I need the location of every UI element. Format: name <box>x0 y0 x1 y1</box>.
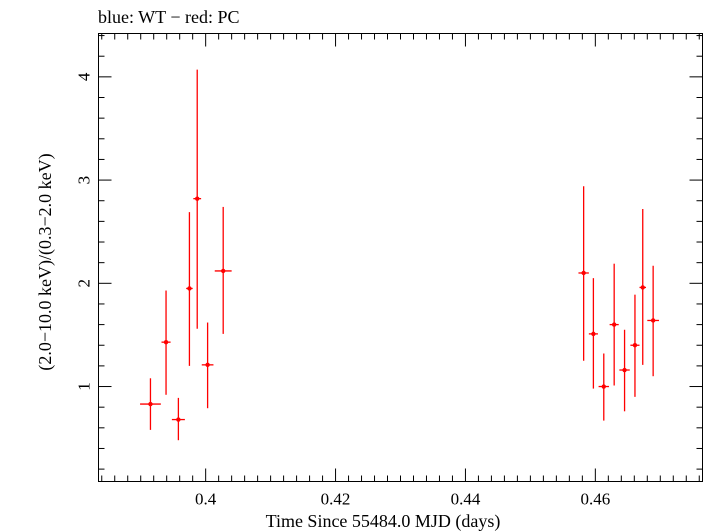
data-point <box>201 322 214 409</box>
data-point <box>193 69 202 329</box>
x-axis-label: Time Since 55484.0 MJD (days) <box>266 511 501 532</box>
y-tick-label: 1 <box>75 382 94 391</box>
y-tick-label: 2 <box>75 279 94 288</box>
data-point <box>588 278 598 389</box>
point-marker <box>650 318 656 323</box>
y-tick-label: 3 <box>75 176 94 185</box>
axis-ticks <box>98 33 703 482</box>
y-tick-label: 4 <box>75 72 94 81</box>
point-marker <box>163 339 169 345</box>
data-point <box>647 265 659 377</box>
data-points <box>140 69 659 441</box>
y-axis-label: (2.0−10.0 keV)/(0.3−2.0 keV) <box>35 153 56 370</box>
axis-tick-labels: 0.4 0.42 0.44 0.46 1 2 3 4 <box>75 72 611 508</box>
data-point <box>578 186 589 361</box>
data-point <box>161 290 171 395</box>
x-tick-label: 0.46 <box>580 490 610 509</box>
data-point <box>619 329 630 412</box>
point-marker <box>632 343 638 348</box>
data-point <box>140 378 161 430</box>
point-marker <box>611 322 617 327</box>
data-point <box>598 353 609 421</box>
data-point <box>186 212 193 366</box>
chart-title: blue: WT − red: PC <box>98 7 239 27</box>
data-point <box>639 208 646 365</box>
point-marker <box>148 401 153 407</box>
data-point <box>609 263 619 386</box>
data-point <box>630 294 640 397</box>
point-marker <box>195 196 200 201</box>
data-point <box>171 397 185 441</box>
point-marker <box>581 270 586 276</box>
point-marker <box>622 367 627 373</box>
point-marker <box>601 384 606 389</box>
data-point <box>214 206 232 334</box>
point-marker <box>187 286 192 291</box>
point-marker <box>591 331 596 337</box>
point-marker <box>205 362 210 368</box>
x-tick-label: 0.4 <box>195 490 217 509</box>
x-tick-label: 0.42 <box>321 490 351 509</box>
point-marker <box>220 268 226 274</box>
point-marker <box>176 417 181 422</box>
point-marker <box>640 285 645 290</box>
x-tick-label: 0.44 <box>451 490 481 509</box>
